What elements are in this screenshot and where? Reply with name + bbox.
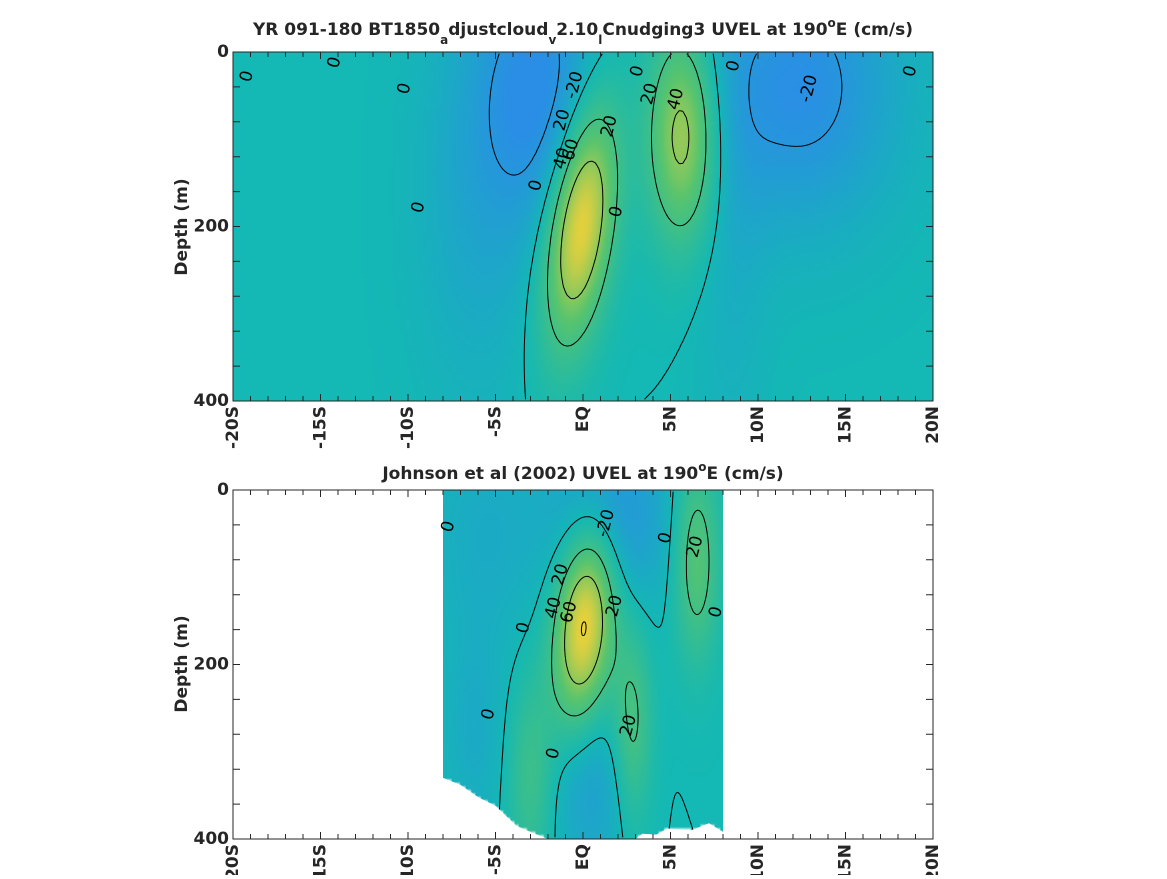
top-x-tick-label: -15S [311,406,331,449]
top-y-axis-label: Depth (m) [172,178,192,275]
top-x-tick-label: -20S [223,406,243,449]
bottom-contour-20 [551,509,710,742]
top-contour-label: 0 [393,81,415,97]
top-contour-label: 0 [407,199,429,215]
bottom-contour-label: 0 [654,530,676,546]
top-contour-label: 0 [236,69,258,85]
bottom-contour-label: 0 [512,620,534,636]
top-x-tick-label: 5N [661,406,681,432]
top-y-tick-label: 0 [217,42,229,62]
bottom-contour-label: 0 [437,519,459,535]
top-contour-0 [523,53,722,400]
top-axis-ticks [232,51,934,402]
bottom-axis-ticks [232,489,934,840]
top-contour-label: 0 [626,63,648,79]
top-panel: YR 091-180 BT1850adjustcloudv2.10lCnudgi… [172,16,943,449]
top-contour-label: 0 [722,58,744,74]
bottom-x-tick-label: -10S [398,844,418,875]
top-chart-title: YR 091-180 BT1850adjustcloudv2.10lCnudgi… [252,16,913,47]
top-contour-20 [547,53,707,347]
bottom-contour-40 [564,575,603,685]
top-x-tick-label: 20N [923,406,943,444]
bottom-panel: Johnson et al (2002) UVEL at 190oE (cm/s… [172,460,944,879]
top-contour-label: 0 [605,204,627,220]
top-contour-label: 0 [899,63,921,79]
bottom-y-tick-label: 400 [194,829,230,849]
top-contour-label: 0 [525,178,547,194]
bottom-x-tick-label: 15N [836,844,856,875]
top-contour-40 [560,110,690,300]
bottom-x-tick-label: 5N [661,844,681,870]
bottom-x-tick-label: 10N [748,844,768,875]
top-x-tick-label: 10N [748,406,768,444]
bottom-y-tick-label: 0 [217,480,229,500]
bottom-contour-label: 0 [542,746,564,762]
bottom-contour-label: 0 [705,604,727,620]
bottom-bathymetry-mask [443,777,723,839]
top-x-tick-label: -5S [486,406,506,437]
bottom-contour-label: 0 [477,706,499,722]
bottom-contour-0 [497,491,696,838]
bottom-velocity-field [443,490,723,839]
top-contour-label: 0 [323,55,345,71]
top-x-tick-label: 15N [836,406,856,444]
bottom-contour-60 [580,621,587,637]
bottom-x-tick-label: -15S [311,844,331,875]
bottom-chart-title: Johnson et al (2002) UVEL at 190oE (cm/s… [381,460,783,484]
bottom-y-tick-label: 200 [194,655,230,675]
bottom-y-axis-label: Depth (m) [172,615,192,712]
top-x-tick-label: EQ [573,406,593,432]
top-x-tick-label: -10S [398,406,418,449]
top-y-tick-label: 200 [194,217,230,237]
top-y-tick-label: 400 [194,391,230,411]
top-velocity-field [233,52,933,401]
bottom-x-tick-label: EQ [573,844,593,870]
bottom-x-tick-label: -5S [486,844,506,875]
bottom-x-tick-label: 20N [923,844,943,875]
bottom-x-tick-label: -20S [223,844,243,875]
top-contour--20 [488,53,843,176]
